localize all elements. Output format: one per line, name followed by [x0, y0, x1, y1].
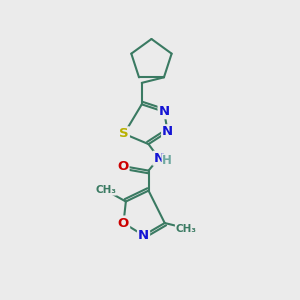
Text: H: H	[162, 154, 172, 167]
Text: N: N	[138, 229, 149, 242]
Text: N: N	[153, 152, 164, 165]
Text: N: N	[159, 105, 170, 118]
Text: O: O	[118, 217, 129, 230]
Text: O: O	[117, 160, 128, 173]
Text: CH₃: CH₃	[176, 224, 197, 234]
Text: CH₃: CH₃	[95, 185, 116, 195]
Text: N: N	[162, 125, 173, 138]
Text: S: S	[119, 127, 129, 140]
